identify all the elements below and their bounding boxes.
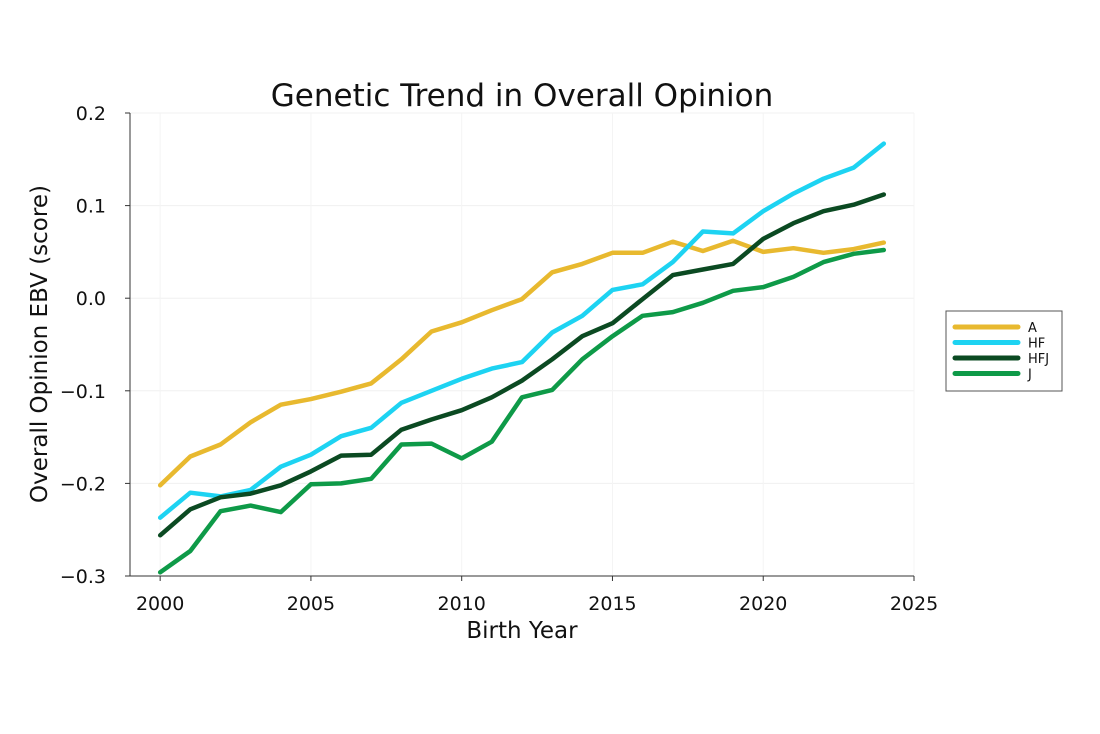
- x-tick-label: 2015: [588, 593, 636, 615]
- axes: −0.3 −0.2 −0.1 0.0 0.1 0.2 2000 2005 2010 2015 202…: [60, 103, 938, 615]
- legend-label-j: J: [1027, 368, 1032, 383]
- series-line-hf: [157, 141, 887, 520]
- series-line-j: [157, 247, 887, 575]
- y-tick-label: −0.3: [60, 566, 106, 588]
- chart-title: Genetic Trend in Overall Opinion: [271, 78, 774, 114]
- y-tick-label: 0.2: [76, 103, 106, 125]
- y-tick-label: −0.2: [60, 473, 106, 495]
- y-tick-label: 0.0: [76, 288, 106, 310]
- x-tick-label: 2000: [136, 593, 184, 615]
- series-line-hfj: [157, 192, 887, 538]
- legend-label-hf: HF: [1028, 337, 1045, 352]
- series-line-a: [157, 238, 887, 488]
- y-tick-label: 0.1: [76, 196, 106, 218]
- x-tick-label: 2020: [739, 593, 787, 615]
- legend-box: [945, 310, 1063, 392]
- y-tick-label: −0.1: [60, 381, 106, 403]
- legend-label-hfj: HFJ: [1028, 352, 1049, 367]
- x-tick-label: 2010: [438, 593, 486, 615]
- x-tick-label: 2005: [287, 593, 335, 615]
- series-lines: [157, 141, 887, 575]
- legend-label-a: A: [1028, 321, 1037, 336]
- grid-lines: [130, 112, 915, 576]
- y-axis-label: Overall Opinion EBV (score): [27, 185, 53, 503]
- x-axis-label: Birth Year: [466, 618, 578, 644]
- x-tick-label: 2025: [890, 593, 938, 615]
